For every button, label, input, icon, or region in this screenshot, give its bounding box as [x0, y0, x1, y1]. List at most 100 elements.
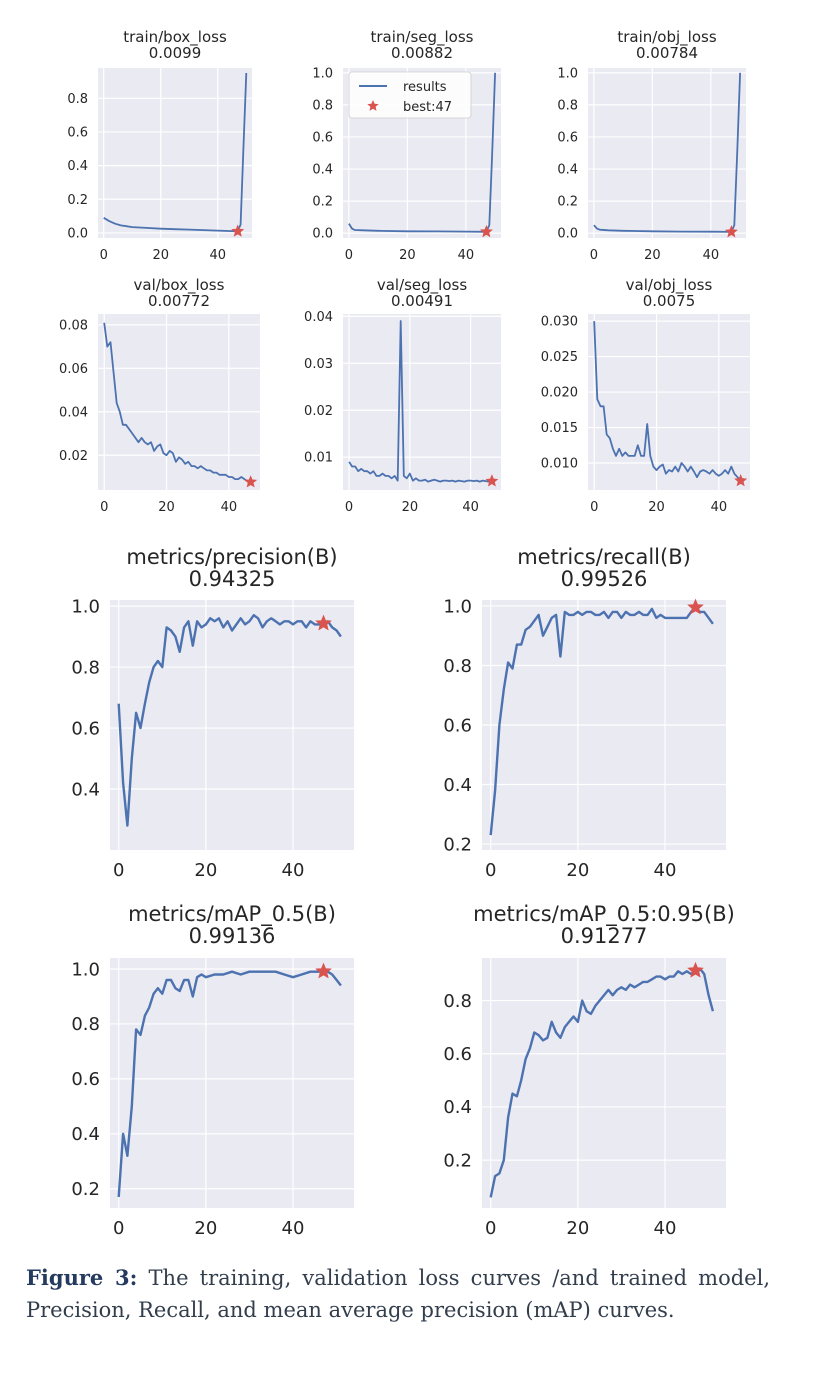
y-tick-label: 0.8: [443, 991, 472, 1012]
x-tick-label: 20: [648, 500, 665, 515]
plot-area: [482, 958, 726, 1208]
x-tick-label: 20: [152, 248, 169, 263]
x-tick-label: 0: [113, 1218, 124, 1239]
series-line-results: [103, 322, 255, 483]
series-line-results: [117, 614, 342, 827]
y-tick-label: 0.6: [557, 131, 578, 146]
y-tick-label: 1.0: [71, 596, 100, 617]
chart-legend: results best:47: [348, 71, 472, 119]
chart-subtitle: 0.00784: [636, 44, 698, 62]
chart-title: val/seg_loss: [377, 276, 468, 295]
chart-subtitle: 0.94325: [189, 567, 276, 591]
series-line-results: [348, 72, 496, 233]
x-tick-label: 20: [644, 248, 661, 263]
x-tick-label: 40: [282, 860, 305, 881]
chart-subtitle: 0.00882: [391, 44, 453, 62]
legend-label-best: best:47: [403, 100, 452, 115]
x-tick-label: 0: [590, 248, 598, 263]
y-tick-label: 0.025: [541, 350, 578, 365]
y-tick-label: 0.2: [443, 834, 472, 855]
best-marker: [479, 225, 493, 238]
y-tick-label: 0.8: [67, 92, 88, 107]
best-marker: [315, 962, 332, 979]
x-tick-label: 20: [399, 248, 416, 263]
x-tick-label: 20: [566, 1218, 589, 1239]
y-tick-label: 0.8: [71, 1014, 100, 1035]
y-tick-label: 0.6: [67, 126, 88, 141]
series-line-results: [117, 970, 342, 1198]
best-marker: [244, 475, 258, 488]
plot-area: [98, 314, 260, 490]
chart-title: metrics/mAP_0.5:0.95(B): [473, 902, 735, 927]
chart-m_rec: 0 20 40 0.2 0.4 0.6 0.8 1.0 metrics/recall(B)0.9…: [443, 545, 726, 881]
y-tick-label: 0.6: [71, 1069, 100, 1090]
y-tick-label: 0.06: [59, 362, 88, 377]
chart-title: train/obj_loss: [617, 28, 716, 47]
y-tick-label: 0.04: [59, 405, 88, 420]
y-tick-label: 0.4: [71, 779, 100, 800]
y-tick-label: 0.6: [443, 1044, 472, 1065]
x-tick-label: 20: [402, 500, 419, 515]
y-tick-label: 0.2: [443, 1150, 472, 1171]
y-tick-label: 0.0: [67, 227, 88, 242]
chart-subtitle: 0.99136: [189, 924, 276, 948]
x-tick-label: 0: [100, 248, 108, 263]
y-tick-label: 0.030: [541, 315, 578, 330]
plot-area: [588, 314, 750, 490]
y-tick-label: 0.0: [557, 227, 578, 242]
y-tick-label: 0.6: [312, 131, 333, 146]
x-tick-label: 0: [113, 860, 124, 881]
chart-train_seg: 0 20 40 0.0 0.2 0.4 0.6 0.8 1.0 train/seg_loss0.0…: [312, 28, 501, 263]
y-tick-label: 0.8: [557, 98, 578, 113]
y-tick-label: 0.8: [312, 98, 333, 113]
series-line-results: [489, 606, 714, 836]
y-tick-label: 0.04: [304, 310, 333, 325]
chart-subtitle: 0.00491: [391, 292, 453, 310]
best-marker: [687, 961, 704, 978]
series-line-results: [348, 320, 495, 483]
legend-star-swatch: [367, 100, 379, 111]
x-tick-label: 40: [221, 500, 238, 515]
x-tick-label: 40: [654, 1218, 677, 1239]
y-tick-label: 1.0: [312, 66, 333, 81]
chart-title: metrics/precision(B): [126, 545, 337, 569]
x-tick-label: 40: [458, 248, 475, 263]
y-tick-label: 0.2: [67, 193, 88, 208]
y-tick-label: 0.01: [304, 451, 333, 466]
x-tick-label: 40: [654, 860, 677, 881]
legend-label-results: results: [403, 80, 447, 95]
y-tick-label: 0.4: [443, 1097, 472, 1118]
y-tick-label: 1.0: [71, 959, 100, 980]
x-tick-label: 0: [100, 500, 108, 515]
series-line-results: [593, 72, 741, 233]
chart-train_obj: 0 20 40 0.0 0.2 0.4 0.6 0.8 1.0 train/obj_loss0.0…: [557, 28, 746, 263]
x-tick-label: 20: [194, 860, 217, 881]
chart-val_obj: 0 20 40 0.010 0.015 0.020 0.025 0.030 val/obj_lo…: [541, 276, 750, 515]
plot-area: [343, 314, 501, 490]
plot-area: [588, 68, 746, 238]
legend-box: [348, 71, 472, 119]
y-tick-label: 0.020: [541, 386, 578, 401]
y-tick-label: 1.0: [443, 596, 472, 617]
y-tick-label: 0.6: [71, 718, 100, 739]
y-tick-label: 0.015: [541, 421, 578, 436]
x-tick-label: 40: [210, 248, 227, 263]
chart-title: train/box_loss: [123, 28, 227, 47]
y-tick-label: 0.02: [304, 404, 333, 419]
y-tick-label: 0.010: [541, 457, 578, 472]
chart-subtitle: 0.00772: [148, 292, 210, 310]
y-tick-label: 0.0: [312, 227, 333, 242]
plot-area: [98, 68, 252, 238]
x-tick-label: 20: [158, 500, 175, 515]
plot-area: [110, 600, 354, 850]
best-marker: [724, 225, 738, 238]
chart-title: val/box_loss: [134, 276, 225, 295]
chart-m_prec: 0 20 40 0.4 0.6 0.8 1.0 metrics/precision(B)0.9…: [71, 545, 354, 881]
best-marker: [231, 224, 245, 237]
y-tick-label: 0.2: [557, 195, 578, 210]
best-marker: [315, 614, 332, 631]
y-tick-label: 0.4: [312, 163, 333, 178]
y-tick-label: 0.8: [71, 657, 100, 678]
